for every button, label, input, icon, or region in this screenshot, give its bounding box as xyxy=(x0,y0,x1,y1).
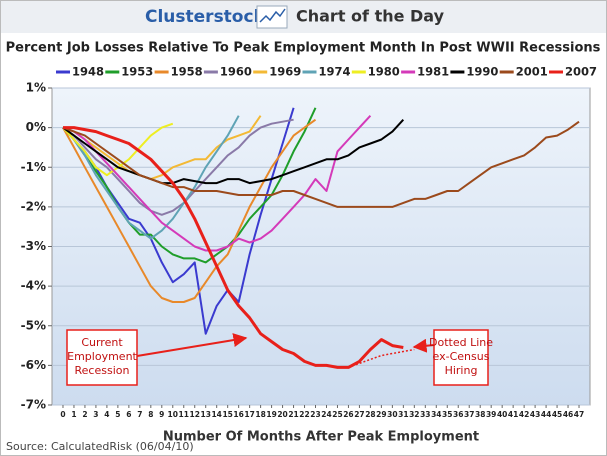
series-line xyxy=(62,118,317,303)
x-tick-label: 22 xyxy=(299,410,309,419)
header-label: Chart of the Day xyxy=(296,7,445,26)
source: Source: CalculatedRisk (06/04/10) xyxy=(6,440,194,453)
x-tick-label: 19 xyxy=(266,410,276,419)
x-tick-label: 20 xyxy=(277,410,287,419)
x-tick-label: 1 xyxy=(71,410,76,419)
annotation-text: Current xyxy=(81,336,123,349)
series-line xyxy=(63,126,404,369)
annotation-text: ex-Census xyxy=(433,350,490,363)
series-line xyxy=(62,107,295,335)
x-tick-label: 14 xyxy=(211,410,221,419)
x-tick-label: 7 xyxy=(137,410,142,419)
series-line xyxy=(62,118,294,216)
x-tick-label: 6 xyxy=(126,410,131,419)
x-tick-label: 26 xyxy=(343,410,353,419)
y-tick-label: 1% xyxy=(26,81,46,95)
y-tick-label: -7% xyxy=(21,398,46,412)
annotation-text: Recession xyxy=(75,364,130,377)
x-tick-label: 34 xyxy=(431,410,441,419)
x-tick-label: 31 xyxy=(398,410,408,419)
header-band xyxy=(1,1,606,33)
x-tick-label: 46 xyxy=(563,410,573,419)
y-tick-label: 0% xyxy=(26,120,46,134)
legend-label: 1958 xyxy=(171,65,203,79)
annotation-dotted xyxy=(412,329,489,386)
x-tick-label: 15 xyxy=(222,410,232,419)
annotation-text: Hiring xyxy=(445,364,478,377)
series-line xyxy=(348,348,415,369)
y-tick-label: -4% xyxy=(21,279,46,293)
lines xyxy=(62,107,580,369)
legend-label: 1953 xyxy=(121,65,153,79)
x-tick-label: 17 xyxy=(244,410,254,419)
legend-label: 1980 xyxy=(368,65,400,79)
y-tick-label: -1% xyxy=(21,160,46,174)
x-tick-label: 33 xyxy=(420,410,430,419)
x-tick-label: 12 xyxy=(190,410,200,419)
x-tick-label: 47 xyxy=(574,410,584,419)
x-tick-label: 0 xyxy=(60,410,65,419)
y-tick-label: -6% xyxy=(21,358,46,372)
series-line xyxy=(62,107,317,264)
x-tick-label: 36 xyxy=(453,410,463,419)
x-tick-label: 37 xyxy=(464,410,474,419)
x-tick-label: 8 xyxy=(148,410,153,419)
x-tick-label: 45 xyxy=(552,410,562,419)
x-tick-label: 2 xyxy=(82,410,87,419)
x-tick-label: 40 xyxy=(497,410,507,419)
x-tick-label: 10 xyxy=(168,410,178,419)
x-tick-label: 30 xyxy=(387,410,397,419)
x-tick-label: 23 xyxy=(310,410,320,419)
x-tick-label: 4 xyxy=(104,410,109,419)
series-line xyxy=(62,115,240,240)
annotation-text: Employment xyxy=(67,350,137,363)
x-tick-label: 21 xyxy=(288,410,298,419)
annotation-text: Dotted Line xyxy=(429,336,493,349)
series-line xyxy=(62,119,405,185)
x-tick-label: 5 xyxy=(115,410,120,419)
x-tick-label: 9 xyxy=(159,410,164,419)
legend-label: 2007 xyxy=(565,65,597,79)
x-tick-label: 25 xyxy=(332,410,342,419)
x-tick-label: 27 xyxy=(354,410,364,419)
x-tick-label: 43 xyxy=(530,410,540,419)
x-tick-label: 38 xyxy=(475,410,485,419)
x-tick-label: 29 xyxy=(376,410,386,419)
series-line xyxy=(62,115,372,252)
x-tick-label: 3 xyxy=(93,410,98,419)
legend-label: 1948 xyxy=(72,65,104,79)
x-tick-label: 28 xyxy=(365,410,375,419)
x-tick-label: 13 xyxy=(200,410,210,419)
series-line xyxy=(62,120,580,208)
grid xyxy=(52,87,590,406)
y-tick-label: -3% xyxy=(21,239,46,253)
series-line xyxy=(62,115,262,181)
x-axis-label: Number Of Months After Peak Employment xyxy=(163,430,479,445)
logo xyxy=(256,5,288,29)
x-tick-label: 41 xyxy=(508,410,518,419)
x-tick-label: 32 xyxy=(409,410,419,419)
brand: Clusterstock xyxy=(145,7,266,27)
legend-label: 1960 xyxy=(220,65,252,79)
legend-label: 1969 xyxy=(269,65,301,79)
x-tick-label: 39 xyxy=(486,410,496,419)
y-tick-label: -5% xyxy=(21,318,46,332)
legend-label: 1981 xyxy=(417,65,449,79)
x-tick-label: 11 xyxy=(179,410,189,419)
annotation-current xyxy=(66,329,248,386)
legend-label: 1990 xyxy=(466,65,498,79)
legend-label: 2001 xyxy=(516,65,548,79)
x-tick-label: 35 xyxy=(442,410,452,419)
chart-title: Percent Job Losses Relative To Peak Empl… xyxy=(6,41,601,56)
y-tick-label: -2% xyxy=(21,199,46,213)
x-tick-label: 24 xyxy=(321,410,331,419)
x-tick-label: 16 xyxy=(233,410,243,419)
legend-label: 1974 xyxy=(319,65,351,79)
x-tick-label: 18 xyxy=(255,410,265,419)
x-tick-label: 44 xyxy=(541,410,551,419)
x-tick-label: 42 xyxy=(519,410,529,419)
